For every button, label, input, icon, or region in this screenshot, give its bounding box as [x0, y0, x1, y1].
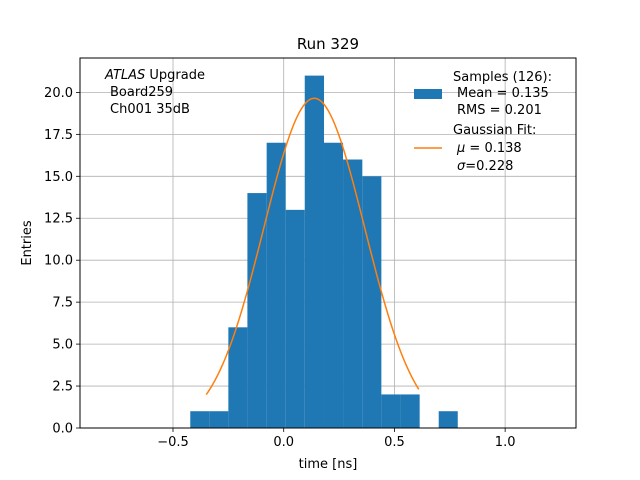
y-tick-label: 5.0 — [52, 338, 73, 353]
histogram-bar — [343, 159, 363, 428]
sigma-symbol: σ — [457, 159, 466, 174]
channel-label: Ch001 35dB — [110, 102, 190, 117]
histogram-bar — [400, 394, 420, 428]
y-tick-label: 0.0 — [52, 422, 73, 437]
histogram-bars — [190, 75, 458, 428]
histogram-bar — [381, 394, 401, 428]
y-tick-label: 2.5 — [52, 380, 73, 395]
fit-curve-group — [205, 97, 420, 396]
axis-ticks: −0.5 0.0 0.5 1.0 0.0 2.5 5.0 7.5 10.0 12.5 15.0 17.… — [44, 86, 515, 450]
x-tick-label: 1.0 — [495, 435, 516, 450]
legend-samples-title: Samples (126): — [453, 70, 552, 85]
legend-fit-mu: μ = 0.138 — [456, 141, 522, 156]
experiment-label: ATLAS Upgrade — [104, 68, 205, 83]
sigma-value: =0.228 — [465, 159, 513, 174]
histogram-bar — [266, 142, 286, 428]
board-label: Board259 — [110, 85, 173, 100]
legend-samples-rms: RMS = 0.201 — [457, 103, 542, 118]
histogram-bar — [438, 411, 458, 428]
legend-fit-sigma: σ=0.228 — [457, 159, 513, 174]
y-axis-label: Entries — [20, 220, 35, 266]
gaussian-fit-curve — [205, 97, 420, 396]
histogram-bar — [285, 209, 305, 428]
histogram-bar — [209, 411, 229, 428]
y-tick-label: 7.5 — [52, 296, 73, 311]
legend-samples-mean: Mean = 0.135 — [457, 86, 549, 101]
histogram-bar — [247, 193, 267, 428]
y-tick-label: 17.5 — [44, 128, 73, 143]
x-tick-label: −0.5 — [157, 435, 189, 450]
y-tick-label: 10.0 — [44, 254, 73, 269]
x-axis-label: time [ns] — [299, 457, 358, 472]
histogram-bar — [362, 176, 382, 428]
histogram-bar — [228, 327, 248, 428]
legend-samples-patch — [414, 89, 442, 99]
histogram-bar — [190, 411, 210, 428]
x-tick-label: 0.0 — [273, 435, 294, 450]
histogram-bar — [324, 142, 344, 428]
chart-title: Run 329 — [297, 35, 359, 53]
experiment-name: ATLAS — [104, 68, 145, 83]
experiment-suffix: Upgrade — [145, 68, 205, 83]
axes-frame — [79, 57, 577, 429]
x-tick-label: 0.5 — [384, 435, 405, 450]
y-tick-label: 12.5 — [44, 212, 73, 227]
y-tick-label: 15.0 — [44, 170, 73, 185]
mu-symbol: μ — [456, 141, 465, 156]
legend-fit-title: Gaussian Fit: — [453, 123, 536, 138]
histogram-bar — [304, 75, 325, 428]
mu-value: = 0.138 — [465, 141, 521, 156]
y-tick-label: 20.0 — [44, 86, 73, 101]
